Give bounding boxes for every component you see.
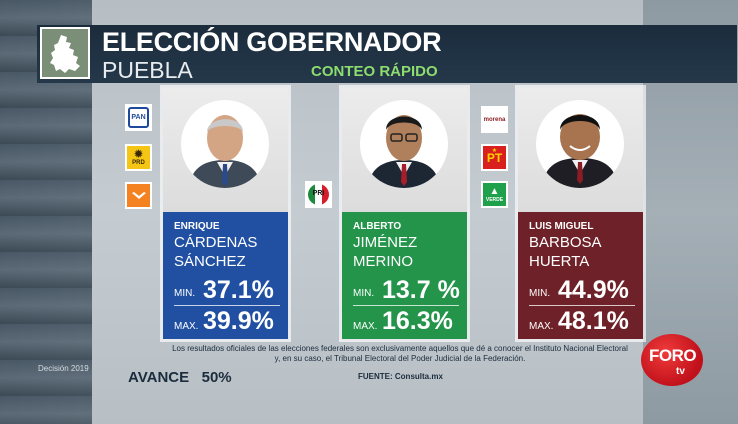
decision-watermark: Decisión 2019 bbox=[38, 364, 89, 373]
divider bbox=[529, 305, 635, 306]
candidate-portrait bbox=[536, 100, 624, 188]
min-label: MIN. bbox=[174, 288, 196, 299]
page-subtitle: PUEBLA bbox=[102, 57, 193, 83]
candidate-info: LUIS MIGUEL BARBOSA HUERTA MIN. 44.9% MA… bbox=[518, 212, 643, 339]
puebla-map-icon bbox=[50, 35, 80, 73]
divider bbox=[174, 305, 280, 306]
candidate-card-jimenez: ALBERTO JIMÉNEZ MERINO MIN. 13.7 % MAX. … bbox=[342, 88, 467, 339]
candidate-last-name-2: HUERTA bbox=[529, 253, 590, 270]
disclaimer-line-2: y, en su caso, el Tribunal Electoral del… bbox=[274, 354, 526, 363]
candidate-last-name-1: JIMÉNEZ bbox=[353, 234, 418, 251]
max-label: MAX. bbox=[353, 321, 378, 332]
sun-icon: ✹ bbox=[133, 147, 144, 161]
candidate-card-barbosa: LUIS MIGUEL BARBOSA HUERTA MIN. 44.9% MA… bbox=[518, 88, 643, 339]
progress-label: AVANCE 50% bbox=[128, 369, 232, 386]
candidate-info: ENRIQUE CÁRDENAS SÁNCHEZ MIN. 37.1% MAX.… bbox=[163, 212, 288, 339]
candidate-photo-area bbox=[342, 88, 467, 212]
min-label: MIN. bbox=[353, 288, 375, 299]
candidate-photo-area bbox=[518, 88, 643, 212]
max-value: 48.1% bbox=[558, 307, 629, 335]
movimiento-ciudadano-logo bbox=[125, 182, 152, 209]
min-label: MIN. bbox=[529, 288, 551, 299]
pri-logo: PRI bbox=[305, 181, 332, 208]
foro-tv-logo bbox=[641, 334, 703, 386]
candidate-first-name: ENRIQUE bbox=[174, 221, 220, 232]
toucan-icon: ▲ bbox=[489, 185, 500, 197]
min-value: 44.9% bbox=[558, 276, 629, 304]
source-label: FUENTE: Consulta.mx bbox=[358, 372, 443, 381]
eagle-icon bbox=[131, 191, 146, 199]
morena-logo: morena bbox=[481, 106, 508, 133]
max-label: MAX. bbox=[529, 321, 554, 332]
legal-disclaimer: Los resultados oficiales de las eleccion… bbox=[160, 344, 640, 364]
candidate-photo-area bbox=[163, 88, 288, 212]
candidate-info: ALBERTO JIMÉNEZ MERINO MIN. 13.7 % MAX. … bbox=[342, 212, 467, 339]
foro-logo-text: FORO bbox=[649, 346, 697, 365]
page-title: ELECCIÓN GOBERNADOR bbox=[102, 27, 442, 57]
candidate-first-name: ALBERTO bbox=[353, 221, 402, 232]
star-icon: ★ bbox=[491, 148, 498, 154]
min-value: 13.7 % bbox=[382, 276, 460, 304]
pan-logo: PAN bbox=[125, 104, 152, 131]
disclaimer-line-1: Los resultados oficiales de las eleccion… bbox=[172, 344, 628, 353]
candidate-last-name-2: MERINO bbox=[353, 253, 413, 270]
min-value: 37.1% bbox=[203, 276, 274, 304]
divider bbox=[353, 305, 459, 306]
candidate-last-name-1: CÁRDENAS bbox=[174, 234, 258, 251]
candidate-portrait bbox=[360, 100, 448, 188]
candidate-card-cardenas: ENRIQUE CÁRDENAS SÁNCHEZ MIN. 37.1% MAX.… bbox=[163, 88, 288, 339]
candidate-first-name: LUIS MIGUEL bbox=[529, 221, 594, 232]
foro-logo-sub: tv bbox=[676, 366, 685, 377]
header-bar bbox=[37, 25, 737, 83]
prd-logo: ✹ PRD bbox=[125, 144, 152, 171]
max-value: 39.9% bbox=[203, 307, 274, 335]
candidate-portrait bbox=[181, 100, 269, 188]
max-value: 16.3% bbox=[382, 307, 453, 335]
pt-logo: ★ PT bbox=[481, 144, 508, 171]
candidate-last-name-1: BARBOSA bbox=[529, 234, 602, 251]
verde-logo: ▲ VERDE bbox=[481, 181, 508, 208]
max-label: MAX. bbox=[174, 321, 199, 332]
quick-count-label: CONTEO RÁPIDO bbox=[311, 63, 438, 80]
candidate-last-name-2: SÁNCHEZ bbox=[174, 253, 246, 270]
state-map-icon bbox=[40, 27, 90, 79]
